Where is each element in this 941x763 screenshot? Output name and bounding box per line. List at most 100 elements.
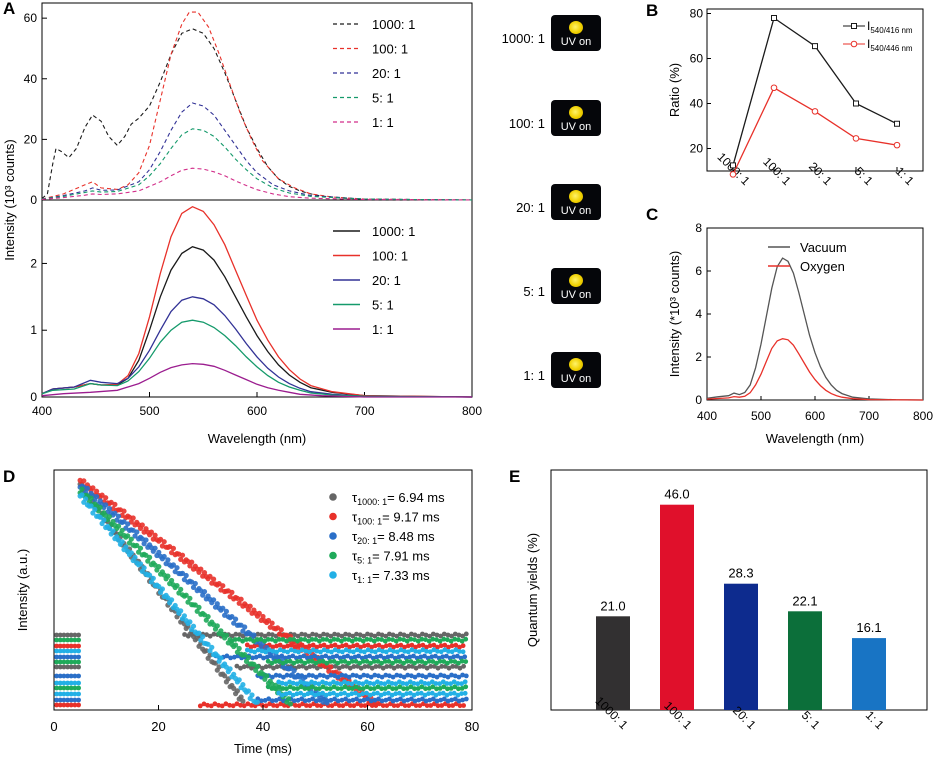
noise-point	[290, 680, 296, 686]
noise-point	[390, 674, 396, 680]
noise-point	[298, 637, 304, 642]
noise-point	[266, 647, 272, 653]
noise-point	[317, 659, 322, 664]
noise-point	[270, 648, 276, 654]
data-point	[893, 141, 901, 149]
noise-point	[451, 654, 457, 660]
decay-point	[260, 613, 266, 620]
panel-a-bottom-axes: 0 1 2 400 500 600 700 800	[30, 256, 482, 418]
noise-point	[463, 673, 469, 679]
noise-point	[391, 703, 397, 708]
noise-point	[437, 681, 442, 687]
photo-label-100-1: 100: 1	[508, 116, 545, 131]
label-main: τ	[352, 549, 358, 564]
uv-photo-20-1: UV on	[551, 184, 601, 220]
noise-point	[237, 632, 242, 637]
decay-point	[141, 565, 147, 571]
noise-point	[391, 665, 397, 671]
noise-point	[293, 703, 298, 708]
noise-point	[276, 679, 282, 685]
noise-point	[302, 674, 308, 680]
noise-point	[457, 703, 463, 709]
pre-pulse-point	[54, 691, 59, 697]
noise-point	[407, 690, 413, 696]
noise-point	[416, 697, 422, 703]
noise-point	[369, 644, 375, 650]
noise-point	[314, 648, 320, 654]
panel-c-xlabel: Wavelength (nm)	[766, 431, 865, 446]
noise-point	[314, 703, 320, 708]
noise-point	[360, 659, 366, 664]
noise-point	[404, 691, 410, 696]
pre-pulse-point	[65, 664, 70, 670]
decay-point	[249, 692, 255, 698]
noise-point	[442, 647, 448, 653]
noise-point	[280, 686, 286, 691]
noise-point	[356, 653, 361, 659]
noise-point	[433, 653, 438, 659]
noise-point	[412, 632, 418, 638]
noise-point	[274, 703, 280, 709]
label-subscript: 20: 1	[357, 536, 377, 546]
noise-point	[291, 660, 297, 666]
noise-point	[244, 642, 250, 648]
decay-point	[201, 589, 208, 595]
legend-marker	[329, 571, 337, 579]
noise-point	[394, 633, 400, 639]
data-point	[771, 15, 777, 21]
noise-point	[320, 679, 325, 685]
noise-point	[383, 697, 389, 703]
pre-pulse-point	[57, 664, 63, 670]
decay-point	[152, 545, 158, 551]
noise-point	[307, 664, 313, 669]
noise-point	[371, 681, 377, 687]
noise-point	[412, 698, 418, 704]
pre-pulse-point	[65, 632, 70, 638]
label-main: τ	[352, 510, 358, 525]
noise-point	[375, 659, 381, 664]
pre-pulse-point	[65, 685, 70, 691]
pre-pulse-point	[68, 632, 74, 638]
noise-point	[262, 638, 267, 644]
pre-pulse-point	[72, 691, 78, 697]
bar-value-label: 21.0	[600, 598, 625, 613]
xtick-label: 500	[751, 409, 771, 423]
noise-point	[229, 638, 235, 644]
noise-point	[295, 638, 300, 644]
noise-point	[325, 648, 331, 654]
bar-100-1	[660, 504, 694, 710]
pre-pulse-point	[76, 648, 81, 654]
noise-point	[312, 692, 318, 698]
decay-point	[254, 699, 261, 705]
noise-point	[329, 649, 334, 655]
panel-e-ylabel: Quantum yields (%)	[525, 533, 540, 647]
decay-point	[242, 624, 248, 630]
noise-point	[382, 638, 388, 644]
noise-point	[460, 697, 465, 703]
noise-point	[339, 659, 344, 664]
noise-point	[306, 672, 312, 678]
noise-point	[430, 696, 436, 702]
noise-point	[423, 632, 429, 638]
decay-point	[84, 485, 90, 491]
photo-label-5-1: 5: 1	[523, 284, 545, 299]
ytick-label: 0	[30, 193, 37, 207]
series-line-100-1	[41, 11, 473, 201]
noise-point	[383, 649, 389, 655]
noise-point	[417, 664, 423, 669]
noise-point	[457, 649, 462, 654]
pre-pulse-point	[68, 654, 74, 660]
noise-point	[387, 673, 392, 679]
noise-point	[321, 673, 326, 679]
uv-caption: UV on	[560, 36, 592, 48]
noise-point	[380, 703, 386, 708]
noise-point	[238, 702, 243, 708]
noise-point	[280, 637, 286, 642]
pre-pulse-point	[57, 691, 63, 697]
noise-point	[335, 660, 341, 666]
noise-point	[301, 692, 307, 698]
panel-a-bottom-legend: 1000: 1 100: 1 20: 1 5: 1 1: 1	[333, 224, 415, 337]
noise-point	[356, 680, 362, 686]
noise-point	[452, 696, 458, 702]
noise-point	[365, 673, 370, 679]
